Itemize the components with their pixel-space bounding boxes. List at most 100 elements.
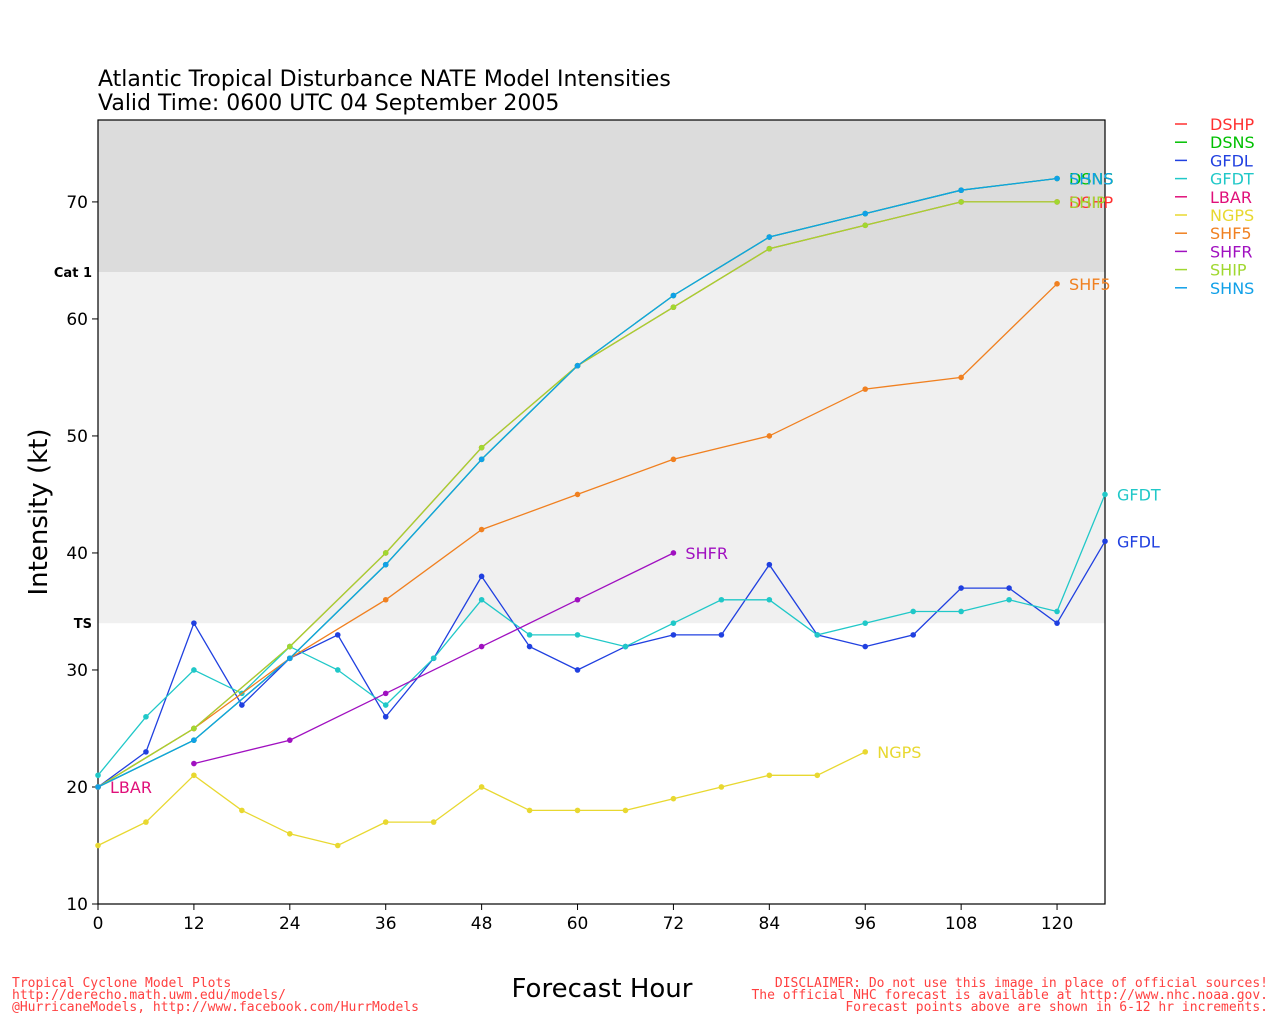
data-point-gfdt xyxy=(718,596,725,603)
legend-label-shfr: SHFR xyxy=(1210,242,1253,261)
band-cat-1 xyxy=(98,120,1105,273)
data-point-gfdt xyxy=(1054,608,1060,615)
data-point-gfdl xyxy=(1006,585,1012,591)
data-point-ngps xyxy=(862,749,869,755)
footer-left-line2: http://derecho.math.uwm.edu/models/ xyxy=(12,988,286,1003)
x-tick-label: 12 xyxy=(183,914,205,934)
data-point-shns xyxy=(862,210,869,217)
data-point-ship xyxy=(382,550,389,556)
data-point-ngps xyxy=(478,784,485,790)
end-label-shns: SHNS xyxy=(1069,170,1113,189)
data-point-shfr xyxy=(478,643,485,650)
x-tick-label: 108 xyxy=(945,914,977,934)
data-point-shfr xyxy=(670,550,677,556)
series-gfdt xyxy=(95,491,1108,779)
data-point-gfdl xyxy=(910,632,916,638)
series-line-ngps xyxy=(97,751,866,847)
x-axis-label: Forecast Hour xyxy=(512,974,693,1004)
data-point-gfdt xyxy=(574,632,581,638)
series-ngps xyxy=(95,749,869,849)
series-line-gfdt xyxy=(97,494,1106,776)
data-point-shns xyxy=(958,187,964,194)
data-point-shf5 xyxy=(574,491,581,498)
data-point-shns xyxy=(1054,175,1060,182)
data-point-ngps xyxy=(574,807,581,814)
data-point-ngps xyxy=(766,772,773,779)
data-point-shf5 xyxy=(1054,281,1060,287)
data-point-shf5 xyxy=(478,526,485,533)
data-point-ngps xyxy=(287,830,293,837)
footer-left-line3: @HurricaneModels, http://www.facebook.co… xyxy=(12,1000,419,1015)
data-point-gfdl xyxy=(334,632,341,638)
data-point-gfdt xyxy=(766,596,773,603)
data-point-ship xyxy=(766,245,773,252)
x-tick-label: 60 xyxy=(567,914,589,934)
plot-frame xyxy=(97,119,1106,905)
data-point-gfdl xyxy=(958,585,964,591)
data-point-shns xyxy=(478,456,485,463)
chart-subtitle: Valid Time: 0600 UTC 04 September 2005 xyxy=(98,91,559,116)
end-label-dsns: DSNS xyxy=(1069,170,1114,189)
legend-label-dshp: DSHP xyxy=(1210,115,1255,134)
data-point-ship xyxy=(478,444,485,451)
legend-label-ship: SHIP xyxy=(1210,261,1247,280)
data-point-shf5 xyxy=(766,433,773,439)
y-tick-label: 40 xyxy=(66,544,88,564)
data-point-gfdl xyxy=(239,702,245,708)
data-point-ngps xyxy=(143,819,149,825)
data-point-gfdl xyxy=(670,632,677,638)
series-end-labels: DSHP DSNS GFDL GFDT LBAR NGPS SHF5 SHFR SHIP SHNS xyxy=(110,170,1161,797)
data-point-gfdt xyxy=(670,620,677,626)
legend-label-ngps: NGPS xyxy=(1210,206,1254,225)
y-axis-label: Intensity (kt) xyxy=(24,429,54,596)
chart-title: Atlantic Tropical Disturbance NATE Model… xyxy=(98,67,671,92)
y-tick-label: 10 xyxy=(66,895,88,915)
data-point-gfdl xyxy=(526,643,533,650)
data-point-gfdl xyxy=(382,713,389,720)
data-point-gfdl xyxy=(718,632,725,638)
data-point-gfdt xyxy=(1102,491,1108,498)
y-tick-label: 50 xyxy=(66,427,88,447)
data-point-ngps xyxy=(334,842,341,849)
data-point-shfr xyxy=(574,596,581,603)
data-point-gfdl xyxy=(191,620,197,626)
threshold-label-cat-1: Cat 1 xyxy=(54,266,92,281)
data-point-shns xyxy=(766,234,773,240)
end-label-gfdt: GFDT xyxy=(1117,485,1161,504)
data-point-gfdt xyxy=(334,667,341,673)
series-lines xyxy=(95,175,1108,849)
data-point-gfdt xyxy=(95,772,101,779)
end-label-shf5: SHF5 xyxy=(1069,275,1111,294)
data-point-ngps xyxy=(430,819,437,825)
legend-label-shf5: SHF5 xyxy=(1210,224,1252,243)
data-point-gfdt xyxy=(478,596,485,603)
data-point-shns xyxy=(670,292,677,299)
y-tick-label: 20 xyxy=(66,778,88,798)
footer-left-line1: Tropical Cyclone Model Plots xyxy=(12,976,231,991)
data-point-shf5 xyxy=(862,386,869,392)
data-point-shf5 xyxy=(382,596,389,603)
x-tick-label: 48 xyxy=(471,914,493,934)
data-point-ngps xyxy=(814,772,821,779)
band-ts xyxy=(98,272,1105,624)
data-point-gfdt xyxy=(382,702,389,708)
series-shns xyxy=(95,175,1060,790)
data-point-ngps xyxy=(95,842,101,849)
data-point-gfdl xyxy=(862,643,869,650)
data-point-ship xyxy=(958,199,964,205)
x-tick-label: 120 xyxy=(1041,914,1073,934)
data-point-gfdt xyxy=(526,632,533,638)
legend-label-lbar: LBAR xyxy=(1210,188,1252,207)
y-tick-label: 70 xyxy=(66,193,88,213)
data-point-ngps xyxy=(239,807,245,814)
data-point-shns xyxy=(95,784,101,790)
data-point-shf5 xyxy=(670,456,677,463)
legend-label-dsns: DSNS xyxy=(1210,133,1255,152)
data-point-gfdt xyxy=(191,667,197,673)
data-point-ship xyxy=(287,643,293,650)
data-point-shns xyxy=(382,561,389,568)
data-point-gfdt xyxy=(1006,596,1012,603)
intensity-bands: Cat 1 TS xyxy=(54,120,1105,632)
data-point-gfdl xyxy=(574,667,581,673)
